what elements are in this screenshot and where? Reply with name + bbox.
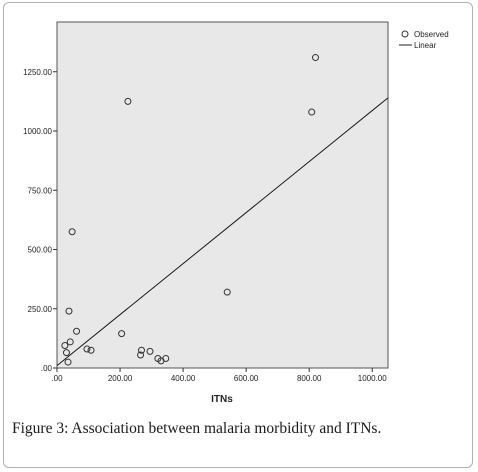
observed-point — [83, 345, 91, 353]
observed-point — [65, 307, 73, 315]
observed-point — [64, 358, 72, 366]
y-axis: .00 250.00 500.00 750.00 1000.00 1250.00 — [23, 68, 57, 373]
observed-point — [124, 97, 132, 105]
x-axis-title: ITNs — [211, 394, 233, 405]
y-tick-label: .00 — [41, 364, 53, 373]
caption-text: Association between malaria morbidity an… — [68, 420, 382, 437]
observed-point — [68, 228, 76, 236]
x-tick-label: 400.00 — [171, 374, 196, 383]
y-tick-label: 1250.00 — [23, 68, 52, 77]
legend: Observed Linear — [399, 30, 449, 50]
observed-point — [118, 330, 126, 338]
observed-point — [62, 349, 70, 357]
observed-point — [308, 108, 316, 116]
y-tick-label: 250.00 — [28, 305, 53, 314]
figure-caption: Figure 3: Association between malaria mo… — [12, 420, 381, 438]
observed-point — [162, 355, 170, 363]
fit-line-layer — [56, 97, 389, 367]
x-tick-label: 1000.00 — [358, 374, 387, 383]
legend-observed-marker — [401, 30, 409, 38]
y-tick-label: 750.00 — [28, 186, 53, 195]
plot-area — [56, 21, 389, 369]
linear-fit-line — [56, 97, 389, 367]
x-tick-label: .00 — [51, 374, 63, 383]
observed-point — [137, 346, 145, 354]
observed-point — [61, 341, 69, 349]
y-tick-label: 500.00 — [28, 246, 53, 255]
x-tick-label: 800.00 — [297, 374, 322, 383]
legend-linear-label: Linear — [414, 41, 437, 50]
observed-point — [137, 351, 145, 359]
observed-point — [146, 347, 154, 355]
observed-point — [223, 288, 231, 296]
observed-point — [311, 54, 319, 62]
scatter-chart: .00 250.00 500.00 750.00 1000.00 1250.00 .00 2… — [23, 21, 449, 405]
y-tick-label: 1000.00 — [23, 127, 52, 136]
points-layer — [61, 54, 319, 366]
legend-observed-label: Observed — [414, 30, 449, 39]
x-tick-label: 600.00 — [234, 374, 259, 383]
observed-point — [87, 346, 95, 354]
x-tick-label: 200.00 — [108, 374, 133, 383]
caption-label: Figure 3: — [12, 420, 69, 437]
observed-point — [66, 338, 74, 346]
observed-point — [73, 327, 81, 335]
x-axis: .00 200.00 400.00 600.00 800.00 1000.00 — [51, 368, 387, 383]
